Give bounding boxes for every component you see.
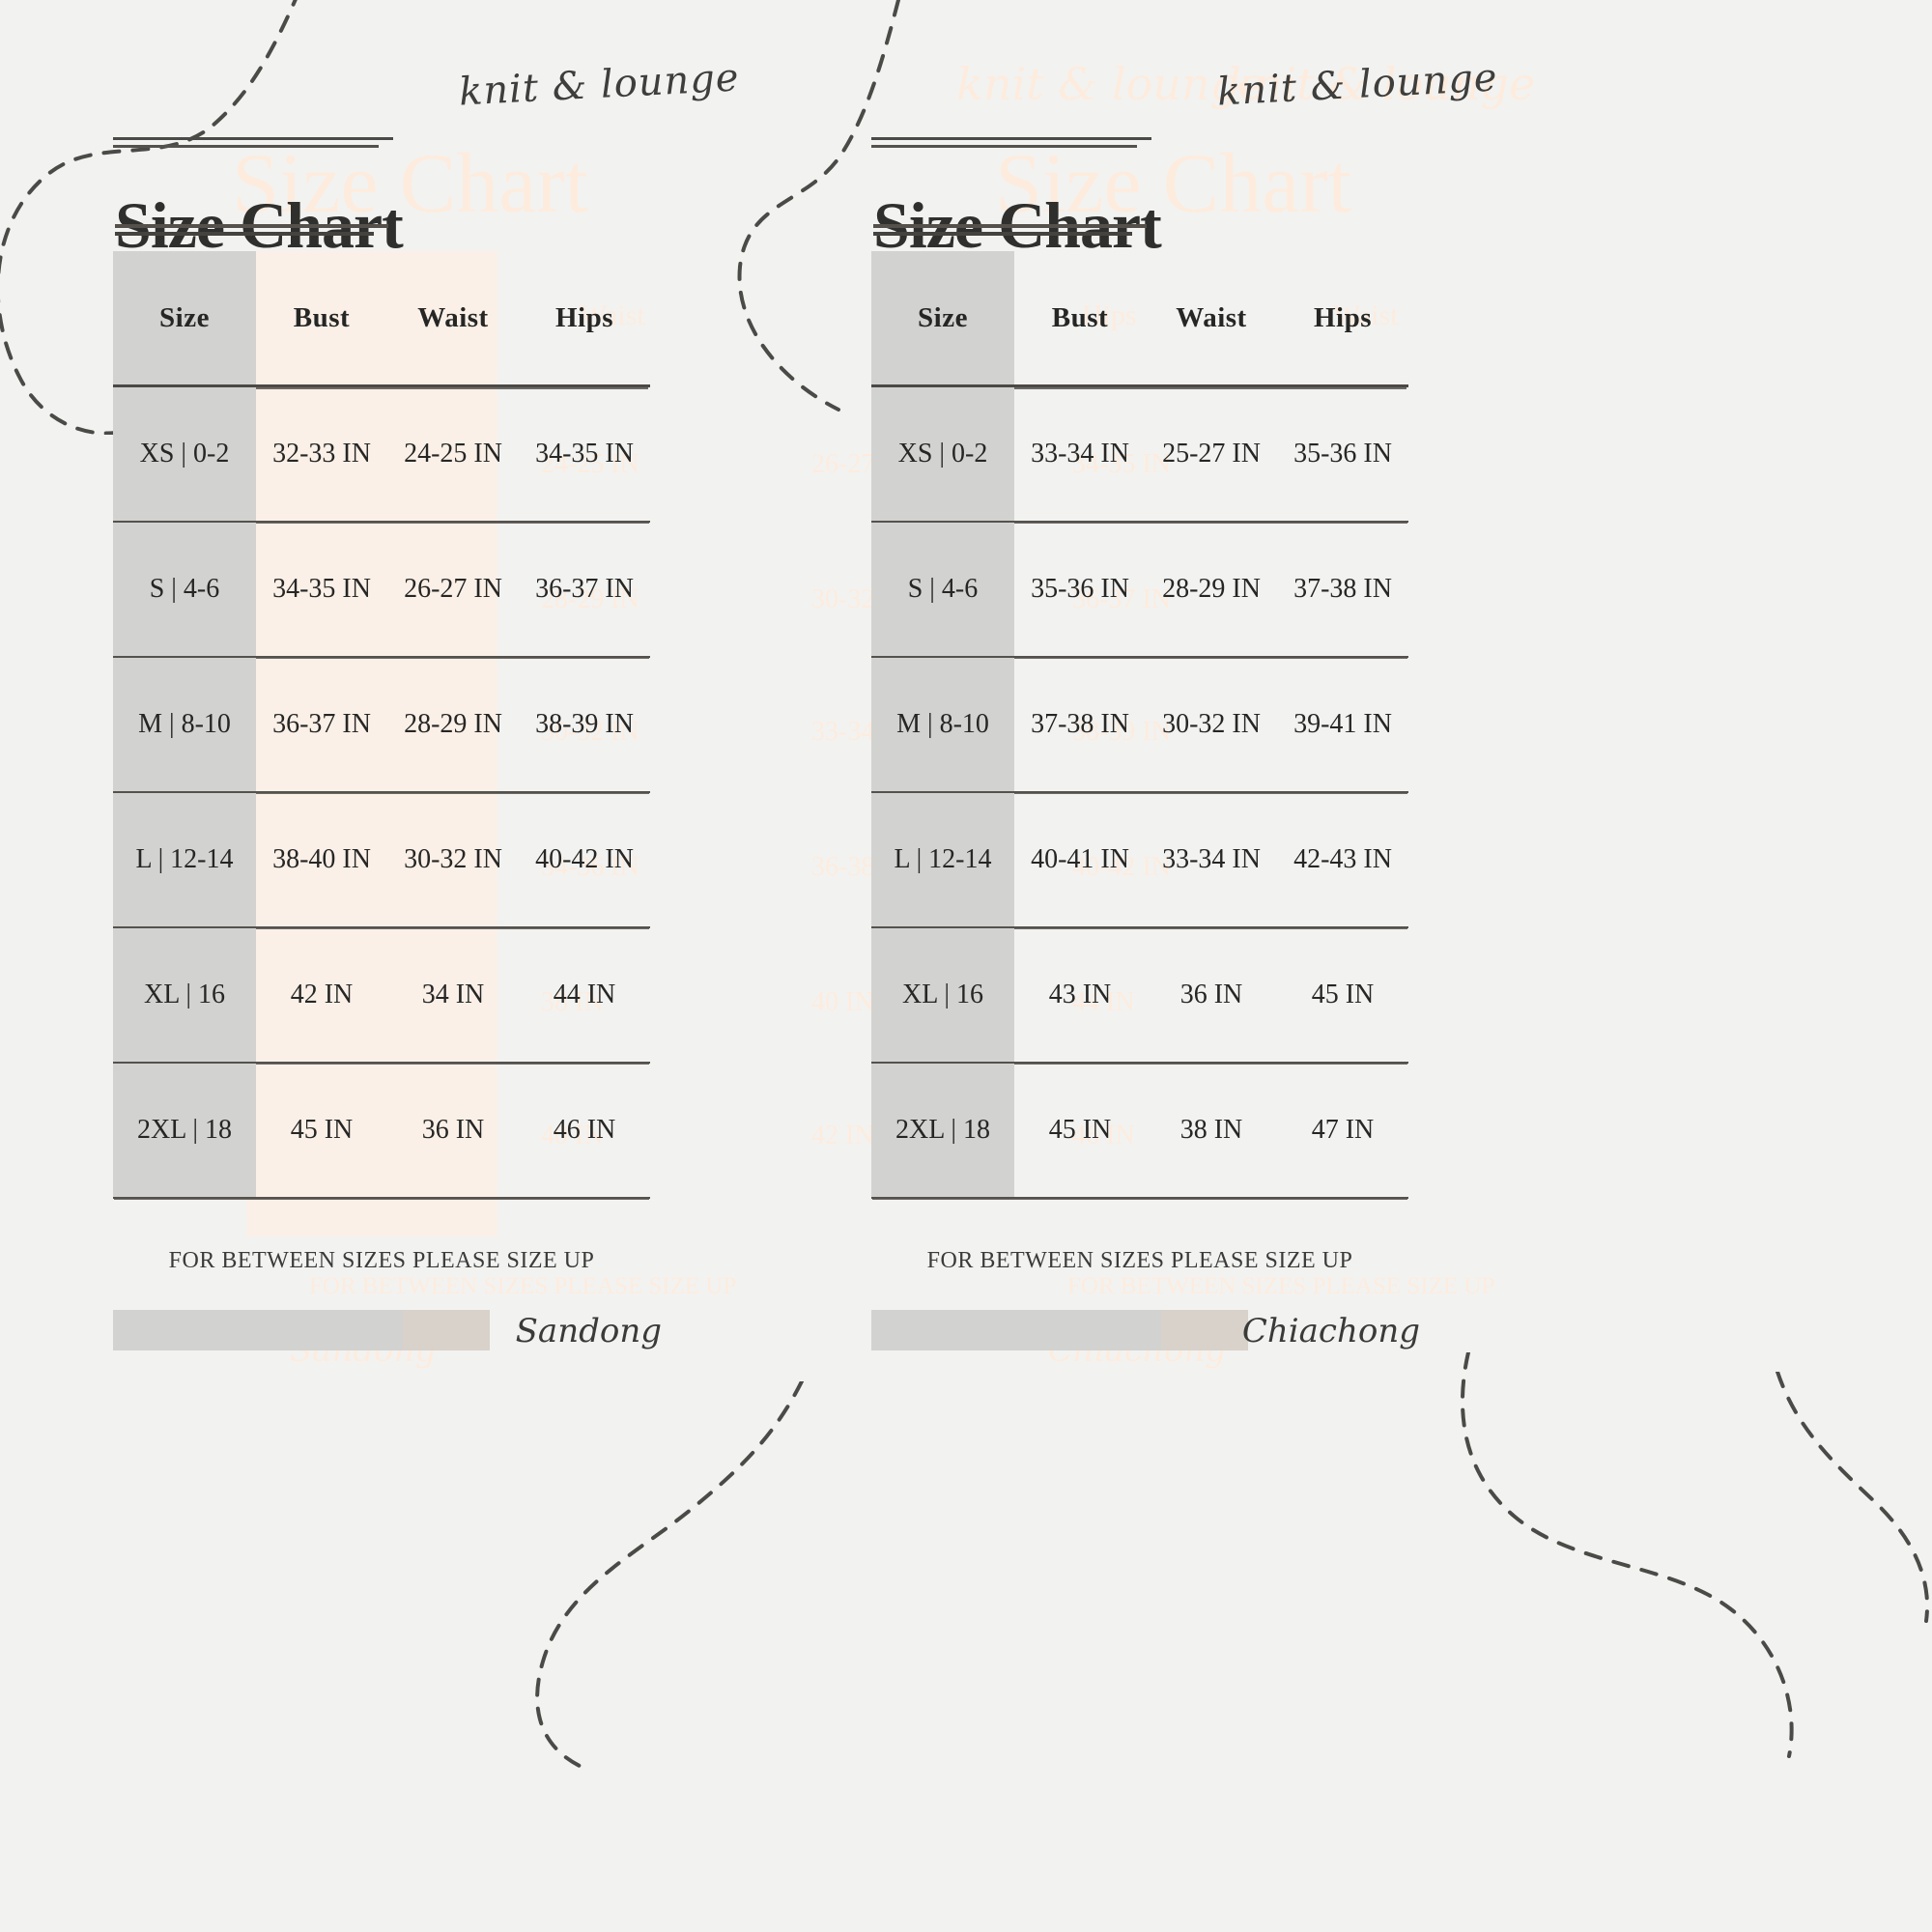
table-row: XS | 0-2 32-33 IN 24-25 IN 34-35 IN	[113, 385, 650, 522]
table-row: XL | 16 42 IN 34 IN 44 IN	[113, 927, 650, 1063]
brand-bar	[871, 1310, 1248, 1350]
script-header: knit & lounge	[457, 55, 741, 115]
cell-bust: 43 IN	[1048, 980, 1112, 1009]
cell-waist: 30-32 IN	[1162, 709, 1261, 739]
divider-title	[873, 224, 1147, 228]
cell-hips: 39-41 IN	[1293, 709, 1392, 739]
cell-bust: 37-38 IN	[1031, 709, 1129, 739]
cell-bust: 33-34 IN	[1031, 439, 1129, 469]
column-header-hips: Hips	[1313, 301, 1373, 333]
cell-bust: 32-33 IN	[272, 439, 371, 469]
table-row: M | 8-10 36-37 IN 28-29 IN 38-39 IN	[113, 657, 650, 792]
table-header-row: Size Bust Waist Hips	[113, 251, 650, 386]
brand-bar	[113, 1310, 490, 1350]
cell-hips: 42-43 IN	[1293, 844, 1392, 874]
divider-top-second	[113, 145, 379, 148]
table-row: L | 12-14 40-41 IN 33-34 IN 42-43 IN	[871, 792, 1408, 927]
cell-size: L | 12-14	[113, 792, 256, 927]
size-table: Size Bust Waist Hips XS | 0-2 33-34 IN 2…	[871, 251, 1408, 1199]
table-row: M | 8-10 37-38 IN 30-32 IN 39-41 IN	[871, 657, 1408, 792]
cell-size: XS | 0-2	[113, 385, 256, 522]
cell-bust: 34-35 IN	[272, 574, 371, 604]
cell-bust: 45 IN	[1048, 1115, 1112, 1145]
table-row: 2XL | 18 45 IN 36 IN 46 IN	[113, 1063, 650, 1198]
cell-waist: 28-29 IN	[404, 709, 502, 739]
dashed-swirl-right-edge	[1768, 1372, 1932, 1623]
cell-waist: 36 IN	[421, 1115, 485, 1145]
brand-name: Chiachong	[1241, 1312, 1420, 1350]
cell-size: M | 8-10	[113, 657, 256, 792]
table-body: XS | 0-2 32-33 IN 24-25 IN 34-35 IN S | …	[113, 385, 650, 1198]
cell-hips: 46 IN	[553, 1115, 616, 1145]
cell-hips: 38-39 IN	[535, 709, 634, 739]
table-row: XL | 16 43 IN 36 IN 45 IN	[871, 927, 1408, 1063]
size-note: FOR BETWEEN SIZES PLEASE SIZE UP	[168, 1248, 595, 1273]
column-header-waist: Waist	[1176, 301, 1247, 333]
size-chart-panel-left: knit & lounge Size Chart Size Bust Waist…	[101, 55, 874, 1546]
column-header-bust: Bust	[1051, 301, 1109, 333]
table-row: L | 12-14 38-40 IN 30-32 IN 40-42 IN	[113, 792, 650, 927]
size-table: Size Bust Waist Hips XS | 0-2 32-33 IN 2…	[113, 251, 650, 1199]
divider-top-second	[871, 145, 1137, 148]
column-header-hips: Hips	[554, 301, 614, 333]
cell-waist: 33-34 IN	[1162, 844, 1261, 874]
cell-size: XL | 16	[871, 927, 1014, 1063]
table-row: S | 4-6 34-35 IN 26-27 IN 36-37 IN	[113, 522, 650, 657]
cell-waist: 25-27 IN	[1162, 439, 1261, 469]
divider-title-second	[115, 232, 374, 236]
cell-size: 2XL | 18	[113, 1063, 256, 1198]
table-row: 2XL | 18 45 IN 38 IN 47 IN	[871, 1063, 1408, 1198]
divider-title-second	[873, 232, 1132, 236]
cell-waist: 34 IN	[421, 980, 485, 1009]
cell-waist: 38 IN	[1179, 1115, 1243, 1145]
cell-bust: 40-41 IN	[1031, 844, 1129, 874]
cell-size: S | 4-6	[113, 522, 256, 657]
cell-waist: 24-25 IN	[404, 439, 502, 469]
cell-waist: 26-27 IN	[404, 574, 502, 604]
cell-size: XS | 0-2	[871, 385, 1014, 522]
cell-size: M | 8-10	[871, 657, 1014, 792]
column-header-bust: Bust	[293, 301, 351, 333]
table-row: XS | 0-2 33-34 IN 25-27 IN 35-36 IN	[871, 385, 1408, 522]
cell-bust: 45 IN	[290, 1115, 354, 1145]
cell-hips: 37-38 IN	[1293, 574, 1392, 604]
cell-bust: 36-37 IN	[272, 709, 371, 739]
size-note: FOR BETWEEN SIZES PLEASE SIZE UP	[926, 1248, 1353, 1273]
cell-bust: 35-36 IN	[1031, 574, 1129, 604]
cell-hips: 45 IN	[1311, 980, 1375, 1009]
script-header: knit & lounge	[1215, 55, 1499, 115]
cell-size: S | 4-6	[871, 522, 1014, 657]
cell-waist: 36 IN	[1179, 980, 1243, 1009]
table-header-row: Size Bust Waist Hips	[871, 251, 1408, 386]
cell-bust: 42 IN	[290, 980, 354, 1009]
cell-hips: 34-35 IN	[535, 439, 634, 469]
cell-waist: 30-32 IN	[404, 844, 502, 874]
cell-size: L | 12-14	[871, 792, 1014, 927]
brand-name: Sandong	[515, 1312, 662, 1350]
cell-waist: 28-29 IN	[1162, 574, 1261, 604]
cell-hips: 36-37 IN	[535, 574, 634, 604]
cell-hips: 40-42 IN	[535, 844, 634, 874]
cell-size: XL | 16	[113, 927, 256, 1063]
cell-hips: 47 IN	[1311, 1115, 1375, 1145]
divider-top	[871, 137, 1151, 140]
cell-size: 2XL | 18	[871, 1063, 1014, 1198]
column-header-size: Size	[113, 251, 256, 386]
size-chart-panel-right: knit & lounge Size Chart Size Bust Waist…	[860, 55, 1633, 1546]
table-row: S | 4-6 35-36 IN 28-29 IN 37-38 IN	[871, 522, 1408, 657]
table-body: XS | 0-2 33-34 IN 25-27 IN 35-36 IN S | …	[871, 385, 1408, 1198]
column-header-waist: Waist	[417, 301, 489, 333]
column-header-size: Size	[871, 251, 1014, 386]
cell-hips: 44 IN	[553, 980, 616, 1009]
divider-title	[115, 224, 388, 228]
divider-top	[113, 137, 393, 140]
cell-hips: 35-36 IN	[1293, 439, 1392, 469]
cell-bust: 38-40 IN	[272, 844, 371, 874]
